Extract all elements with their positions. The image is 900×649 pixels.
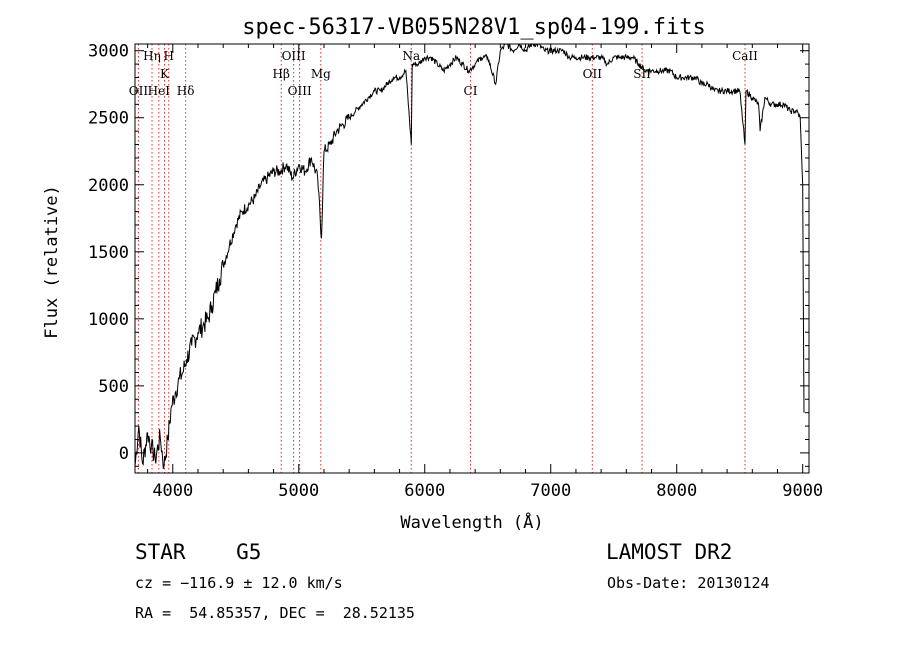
y-tick-label: 0 [119, 444, 129, 464]
x-tick-label: 9000 [782, 481, 823, 501]
spectral-line-label: Hδ [177, 84, 195, 98]
spectrum-line [135, 44, 805, 469]
spectral-line-label: Mg [311, 67, 331, 81]
ra-value: 54.85357 [189, 604, 262, 622]
dec-label: DEC = [279, 604, 334, 622]
redshift-label: cz = [135, 574, 181, 592]
object-type: STAR [135, 540, 186, 564]
spectral-line-label: OII [129, 84, 149, 98]
ra-label: RA = [135, 604, 181, 622]
coordinates-line: RA = 54.85357, DEC = 28.52135 [135, 604, 415, 622]
spectral-line-label: OIII [288, 84, 312, 98]
x-tick-label: 6000 [404, 481, 445, 501]
survey-label: LAMOST DR2 [606, 540, 733, 564]
spectral-line-label: SII [633, 67, 651, 81]
spectral-line-label: Hη [143, 49, 161, 63]
spectral-line-label: OII [583, 67, 603, 81]
x-tick-label: 4000 [152, 481, 193, 501]
spectral-line-label: CaII [732, 49, 758, 63]
x-tick-label: 7000 [530, 481, 571, 501]
spectral-line-label: HeI [148, 84, 171, 98]
obs-date-value: 20130124 [697, 574, 770, 592]
x-tick-label: 5000 [278, 481, 319, 501]
spectral-line-label: OIII [282, 49, 306, 63]
object-class-line: STAR G5 [135, 540, 261, 564]
y-tick-label: 1000 [88, 310, 129, 330]
spectral-line-label: CI [464, 84, 478, 98]
spectral-line-label: Hβ [273, 67, 290, 81]
plot-frame [134, 43, 810, 474]
y-tick-label: 2000 [88, 176, 129, 196]
redshift-value: −116.9 ± 12.0 km/s [180, 574, 343, 592]
spectral-line-label: H [164, 49, 174, 63]
y-tick-label: 3000 [88, 42, 129, 62]
plot-area: 4000 5000 6000 7000 8000 9000 0 500 1000 1500 2000… [88, 42, 823, 501]
redshift-line: cz = −116.9 ± 12.0 km/s [135, 574, 343, 592]
spectral-line-label: Na [402, 49, 420, 63]
obs-date-line: Obs-Date: 20130124 [607, 574, 770, 592]
y-tick-label: 1500 [88, 243, 129, 263]
x-axis-label: Wavelength (Å) [400, 511, 543, 533]
spectral-subclass: G5 [236, 540, 262, 564]
spectral-line-label: K [160, 67, 170, 81]
y-tick-label: 2500 [88, 109, 129, 129]
chart-title: spec-56317-VB055N28V1_sp04-199.fits [242, 15, 706, 40]
y-axis-label: Flux (relative) [42, 185, 62, 339]
obs-date-label: Obs-Date: [607, 574, 698, 592]
x-tick-label: 8000 [656, 481, 697, 501]
dec-value: 28.52135 [342, 604, 415, 622]
y-tick-label: 500 [98, 377, 129, 397]
